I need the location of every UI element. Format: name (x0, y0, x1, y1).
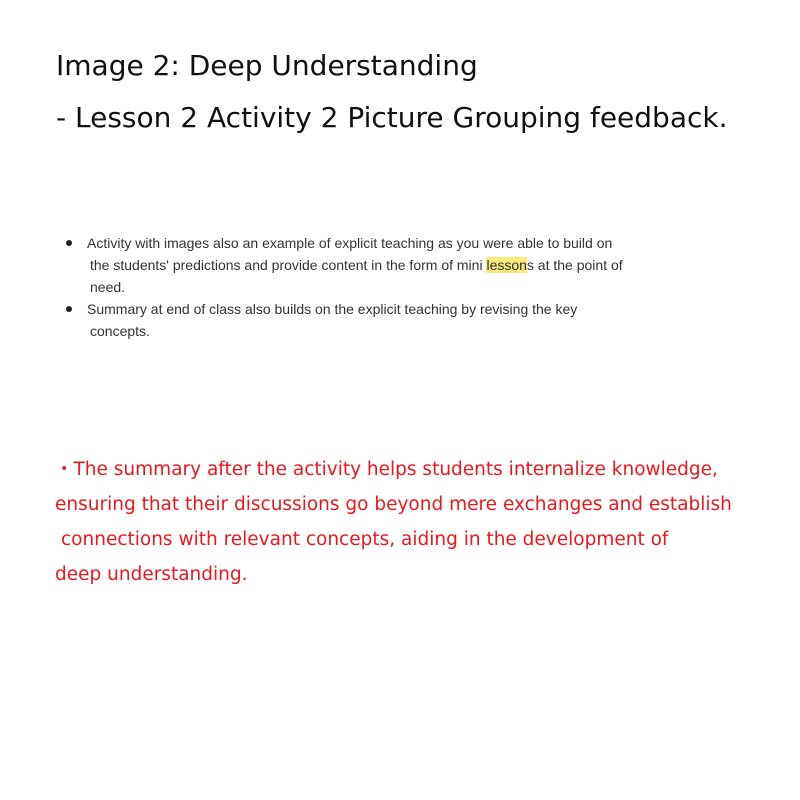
bullet-1-line-2: the students' predictions and provide co… (87, 254, 684, 276)
feedback-line-2: ensuring that their discussions go beyon… (55, 494, 732, 515)
feedback-bullet-list: Activity with images also an example of … (64, 232, 684, 342)
title-line-1: Image 2: Deep Understanding (56, 49, 478, 82)
highlighted-word: lesson (486, 257, 527, 273)
feedback-line-3: connections with relevant concepts, aidi… (61, 529, 669, 550)
bullet-2-line-2: concepts. (90, 323, 150, 339)
bullet-dot-icon (66, 240, 72, 246)
bullet-item-1: Activity with images also an example of … (64, 232, 684, 298)
bullet-item-2: Summary at end of class also builds on t… (64, 298, 684, 342)
bullet-1-line-3: need. (90, 279, 126, 295)
bullet-1-line-2-pre: the students' predictions and provide co… (90, 257, 487, 273)
feedback-line-4: deep understanding. (55, 564, 248, 585)
bullet-2-line-1: Summary at end of class also builds on t… (87, 301, 578, 317)
feedback-line-1: ・The summary after the activity helps st… (55, 459, 718, 480)
bullet-dot-icon (66, 306, 72, 312)
bullet-1-line-2-post: s at the point of (526, 257, 623, 273)
title-line-2: - Lesson 2 Activity 2 Picture Grouping f… (56, 101, 728, 134)
bullet-1-line-1: Activity with images also an example of … (87, 235, 613, 251)
feedback-paragraph: ・The summary after the activity helps st… (55, 452, 785, 592)
